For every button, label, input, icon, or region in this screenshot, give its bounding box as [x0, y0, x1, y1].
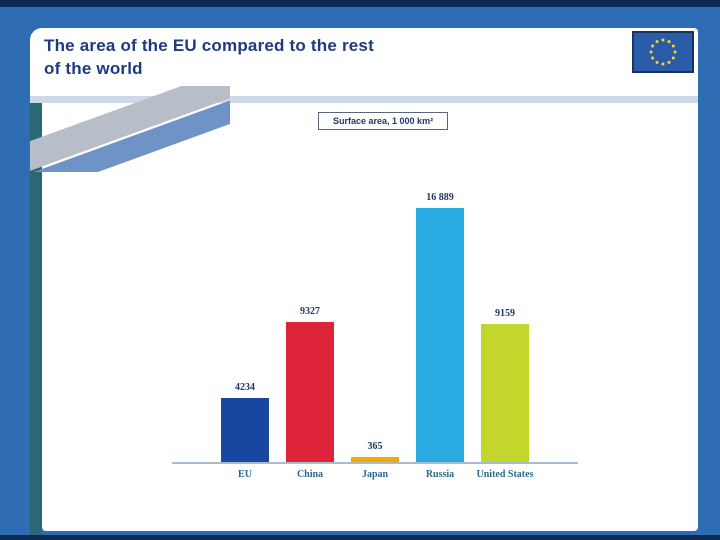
slide-title: The area of the EU compared to the rest …: [44, 35, 374, 81]
plot-area: 4234 9327 365 16 889 9159: [172, 170, 578, 464]
eu-flag-icon: [632, 31, 694, 73]
slide-content: Surface area, 1 000 km² 4234 9327 365 16 88…: [42, 103, 698, 531]
slide-header: The area of the EU compared to the rest …: [30, 28, 698, 96]
category-label-eu: EU: [238, 469, 252, 480]
bar-china: [286, 322, 334, 462]
bar-japan: [351, 457, 399, 462]
bar-chart: 4234 9327 365 16 889 9159 EU China Japan Russia…: [172, 170, 578, 480]
category-label-russia: Russia: [425, 469, 455, 480]
bar-value-label: 16 889: [426, 192, 454, 203]
left-accent-rail: [30, 103, 42, 535]
bar-eu: [221, 398, 269, 462]
bar-column-united-states: 9159: [473, 308, 538, 462]
header-divider: [30, 96, 698, 103]
bar-united-states: [481, 324, 529, 462]
bar-column-eu: 4234: [213, 382, 278, 462]
chart-title: Surface area, 1 000 km²: [318, 112, 449, 130]
bar-russia: [416, 208, 464, 462]
bar-column-russia: 16 889: [408, 192, 473, 462]
bar-value-label: 9159: [495, 308, 515, 319]
bar-value-label: 365: [367, 441, 383, 452]
top-frame-strip: [0, 0, 720, 7]
bar-value-label: 4234: [235, 382, 255, 393]
category-label-united-states: United States: [476, 469, 534, 480]
bar-column-japan: 365: [343, 441, 408, 462]
bar-column-china: 9327: [278, 306, 343, 462]
bottom-frame-strip: [0, 535, 720, 540]
title-line-1: The area of the EU compared to the rest: [44, 36, 374, 55]
category-label-china: China: [296, 469, 324, 480]
category-label-japan: Japan: [361, 469, 389, 480]
x-axis-labels: EU China Japan Russia United States: [172, 469, 578, 480]
title-line-2: of the world: [44, 58, 143, 78]
bar-value-label: 9327: [300, 306, 320, 317]
